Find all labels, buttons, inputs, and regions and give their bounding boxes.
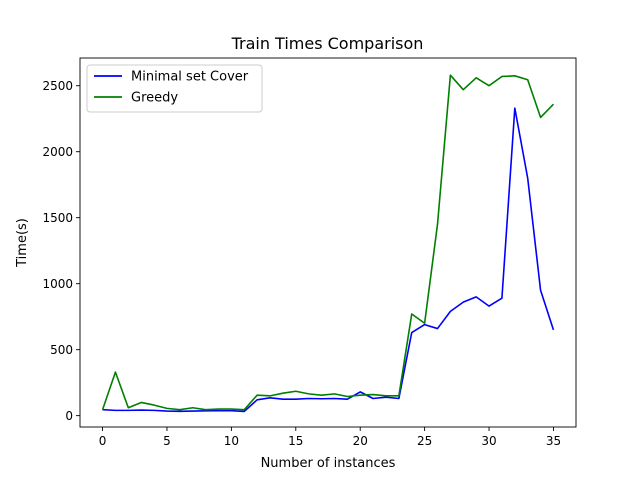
legend: Minimal set Cover Greedy	[86, 64, 263, 113]
legend-box	[86, 64, 263, 113]
y-axis-label: Time(s)	[15, 218, 30, 268]
y-tick-label: 2000	[42, 145, 73, 159]
legend-label-minimal-set-cover: Minimal set Cover	[131, 70, 249, 85]
x-tick-label: 30	[481, 434, 496, 448]
series-layer	[101, 74, 555, 413]
x-tick-label: 20	[353, 434, 368, 448]
series-line-greedy	[101, 74, 555, 411]
x-tick-label: 35	[546, 434, 561, 448]
x-axis: 0 5 10 15 20 25 30 35	[99, 427, 561, 448]
series-line-minimal-set-cover	[102, 107, 555, 413]
y-tick-label: 1500	[42, 211, 73, 225]
x-tick-label: 0	[99, 434, 107, 448]
y-tick-label: 1000	[42, 277, 73, 291]
x-axis-label: Number of instances	[261, 456, 396, 471]
y-axis: 0 500 1000 1500 2000 2500	[42, 79, 80, 423]
y-tick-label: 2500	[42, 79, 73, 93]
plot-area	[79, 57, 577, 428]
chart-title: Train Times Comparison	[231, 34, 424, 53]
x-tick-label: 5	[163, 434, 171, 448]
legend-label-greedy: Greedy	[131, 91, 178, 106]
x-tick-label: 10	[224, 434, 239, 448]
x-tick-label: 15	[288, 434, 303, 448]
x-tick-label: 25	[417, 434, 432, 448]
y-tick-label: 500	[50, 343, 73, 357]
y-tick-label: 0	[65, 409, 73, 423]
